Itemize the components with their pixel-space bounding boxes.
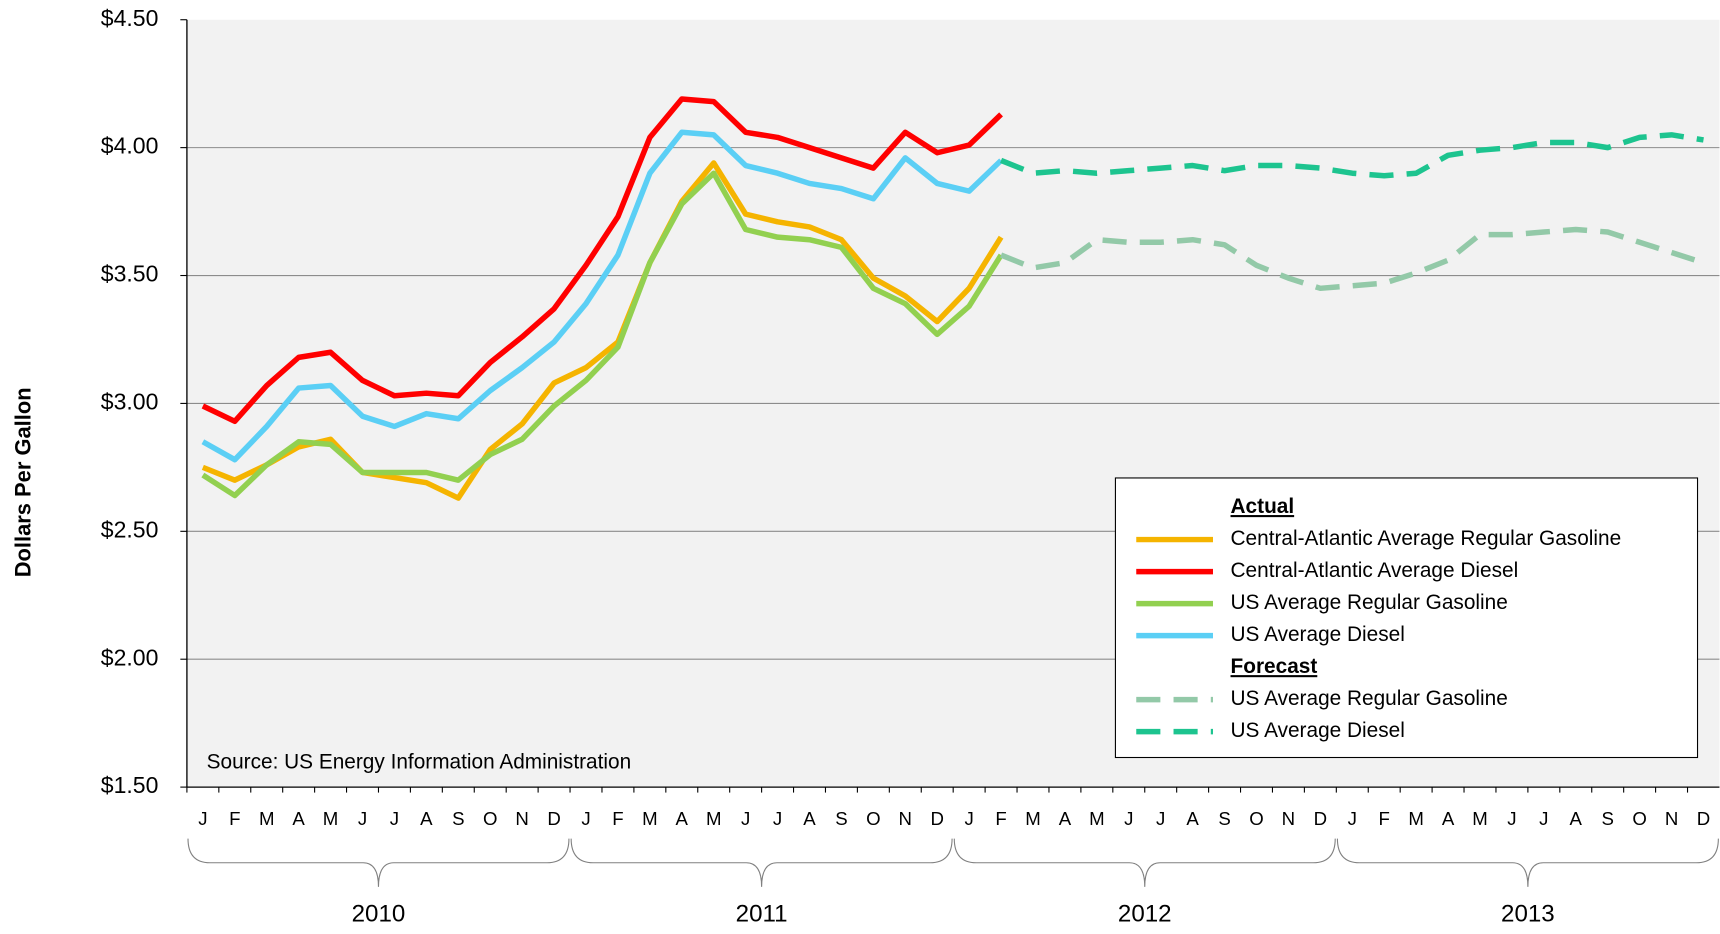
legend-label: US Average Diesel	[1231, 623, 1405, 646]
x-tick-label: J	[198, 808, 207, 829]
x-tick-label: N	[515, 808, 528, 829]
forecast-line	[1000, 132, 1704, 179]
y-tick-label: $1.50	[101, 772, 159, 798]
y-tick-label: $4.50	[101, 5, 159, 31]
legend-label: Central-Atlantic Average Diesel	[1231, 559, 1519, 582]
y-tick-label: $3.50	[101, 261, 159, 287]
x-tick-label: F	[229, 808, 240, 829]
y-axis-label: Dollars Per Gallon	[10, 387, 35, 577]
x-tick-label: D	[930, 808, 943, 829]
x-tick-label: M	[1408, 808, 1424, 829]
series-line	[201, 96, 1003, 425]
legend-box	[1114, 477, 1699, 759]
x-tick-label: S	[1601, 808, 1613, 829]
x-tick-label: M	[259, 808, 275, 829]
x-tick-label: S	[835, 808, 847, 829]
year-brace	[1336, 838, 1719, 887]
x-tick-label: S	[1218, 808, 1230, 829]
legend-label: US Average Regular Gasoline	[1231, 591, 1508, 614]
y-tick-label: $2.00	[101, 644, 159, 670]
x-tick-label: O	[1249, 808, 1263, 829]
x-tick-label: A	[1570, 808, 1583, 829]
year-brace	[187, 838, 570, 887]
x-tick-label: O	[866, 808, 881, 829]
x-tick-label: J	[358, 808, 367, 829]
x-tick-label: A	[676, 808, 689, 829]
series-line	[201, 170, 1004, 499]
x-tick-label: O	[1632, 808, 1646, 829]
year-brace	[953, 838, 1336, 887]
series-line	[201, 129, 1003, 463]
x-tick-label: F	[612, 808, 623, 829]
x-tick-label: J	[390, 808, 399, 829]
year-label: 2012	[1118, 901, 1172, 928]
x-tick-label: J	[741, 808, 750, 829]
source-note: Source: US Energy Information Administra…	[207, 750, 632, 773]
x-tick-label: J	[1348, 808, 1357, 829]
x-tick-label: M	[1025, 808, 1041, 829]
x-tick-label: A	[420, 808, 433, 829]
x-tick-label: M	[642, 808, 658, 829]
x-tick-label: M	[706, 808, 722, 829]
legend-label: Central-Atlantic Average Regular Gasolin…	[1231, 527, 1622, 550]
x-tick-label: M	[323, 808, 339, 829]
x-tick-label: A	[292, 808, 305, 829]
legend-header: Forecast	[1231, 655, 1318, 678]
x-tick-label: M	[1472, 808, 1488, 829]
x-tick-label: N	[899, 808, 912, 829]
year-label: 2013	[1501, 901, 1555, 928]
x-tick-label: F	[1379, 808, 1390, 829]
x-tick-label: J	[581, 808, 590, 829]
forecast-line	[1000, 226, 1705, 292]
x-tick-label: J	[1539, 808, 1548, 829]
x-tick-label: D	[1314, 808, 1327, 829]
x-tick-label: M	[1089, 808, 1105, 829]
series-line	[201, 160, 1004, 501]
x-tick-label: A	[803, 808, 816, 829]
x-tick-label: S	[452, 808, 464, 829]
x-tick-label: O	[483, 808, 498, 829]
y-tick-label: $3.00	[101, 388, 159, 414]
x-tick-label: N	[1665, 808, 1678, 829]
legend-header: Actual	[1231, 495, 1295, 518]
x-tick-label: J	[1156, 808, 1165, 829]
x-tick-label: J	[773, 808, 782, 829]
x-tick-label: N	[1282, 808, 1295, 829]
x-tick-label: J	[1124, 808, 1133, 829]
y-tick-label: $4.00	[101, 133, 159, 159]
year-label: 2010	[352, 901, 406, 928]
x-tick-label: J	[1507, 808, 1516, 829]
y-tick-label: $2.50	[101, 516, 159, 542]
x-tick-label: A	[1059, 808, 1072, 829]
year-label: 2011	[736, 901, 788, 928]
legend-label: US Average Diesel	[1231, 719, 1405, 742]
x-tick-label: A	[1186, 808, 1199, 829]
x-tick-label: D	[1697, 808, 1710, 829]
legend-label: US Average Regular Gasoline	[1231, 687, 1508, 710]
x-tick-label: F	[995, 808, 1006, 829]
legend: Actual Central-Atlantic Average Regular G…	[1114, 477, 1699, 759]
year-brace	[570, 838, 953, 887]
x-tick-label: J	[964, 808, 973, 829]
x-tick-label: D	[547, 808, 560, 829]
x-tick-label: A	[1442, 808, 1455, 829]
